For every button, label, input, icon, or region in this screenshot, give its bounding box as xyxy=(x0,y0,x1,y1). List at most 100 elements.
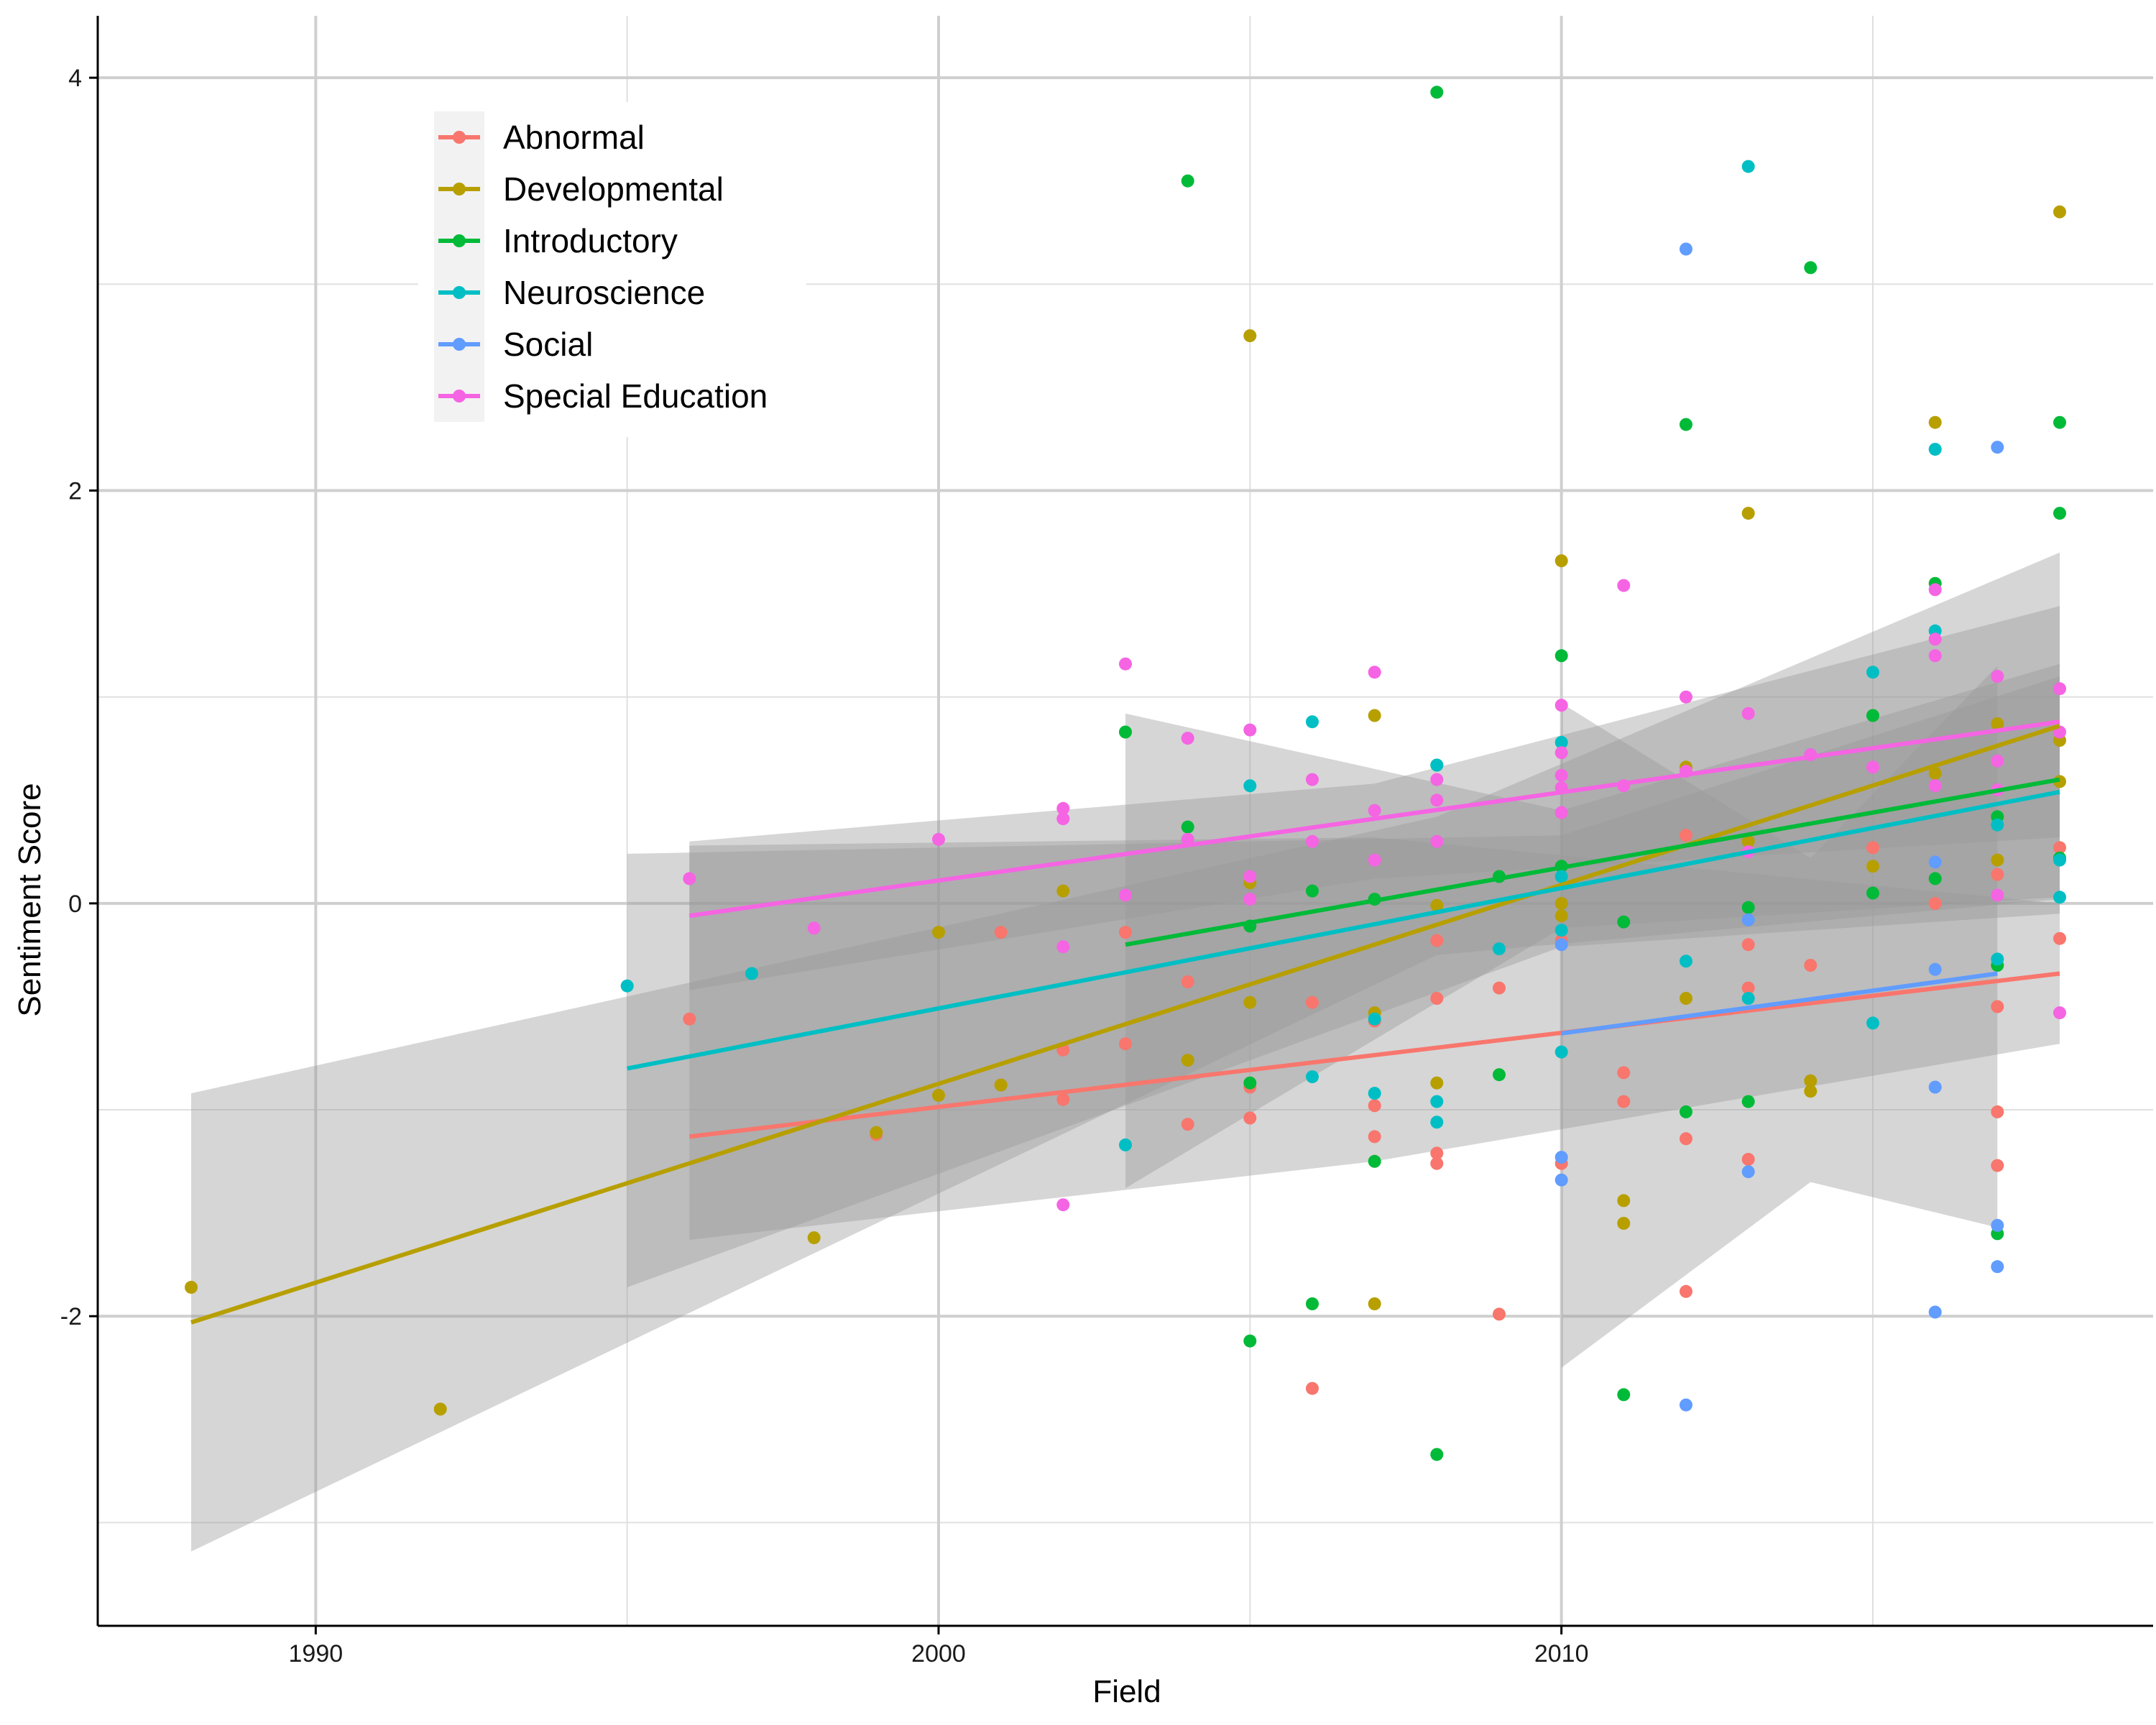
data-point xyxy=(1368,1012,1381,1026)
data-point xyxy=(1368,666,1381,679)
data-point xyxy=(1430,1116,1444,1129)
data-point xyxy=(1741,901,1755,914)
data-point xyxy=(994,926,1008,939)
data-point xyxy=(1306,995,1319,1009)
data-point xyxy=(1680,1132,1692,1146)
data-point xyxy=(2053,853,2066,867)
data-point xyxy=(1368,1154,1381,1168)
data-point xyxy=(1056,1092,1070,1106)
data-point xyxy=(1866,860,1879,873)
data-point xyxy=(807,1231,821,1245)
data-point xyxy=(1430,1076,1444,1090)
data-point xyxy=(2053,1006,2066,1020)
data-point xyxy=(1368,1099,1381,1113)
data-point xyxy=(1554,699,1568,712)
data-point xyxy=(1243,995,1257,1009)
axes xyxy=(96,16,2153,1627)
data-point xyxy=(1554,1045,1568,1059)
legend-key-point xyxy=(453,338,466,351)
legend-key-point xyxy=(453,183,466,196)
data-point xyxy=(1243,870,1257,883)
data-point xyxy=(2053,841,2066,855)
data-point xyxy=(1617,1194,1631,1208)
data-point xyxy=(1243,723,1257,737)
trend-line xyxy=(190,724,2060,1325)
data-point xyxy=(1991,754,2004,768)
data-point xyxy=(1991,1260,2004,1274)
data-point xyxy=(1554,896,1568,910)
legend: Abnormal Developmental Introductory Neurosc… xyxy=(418,102,806,437)
legend-label: Abnormal xyxy=(503,119,645,156)
data-point xyxy=(1554,909,1568,923)
data-point xyxy=(1368,853,1381,867)
data-point xyxy=(1554,938,1568,952)
y-tick-label: 0 xyxy=(68,891,82,918)
legend-key-point xyxy=(453,286,466,299)
data-point xyxy=(2053,891,2066,904)
data-point xyxy=(807,921,821,935)
confidence-bands xyxy=(191,552,2060,1552)
data-point xyxy=(2053,205,2066,218)
data-point xyxy=(932,926,945,939)
confidence-band xyxy=(689,837,2060,1240)
data-point xyxy=(1430,992,1444,1005)
data-point xyxy=(1181,1118,1194,1131)
trend-line xyxy=(688,719,2060,919)
data-point xyxy=(1493,981,1506,995)
legend-label: Developmental xyxy=(503,170,724,208)
data-point xyxy=(1866,666,1879,679)
data-point xyxy=(2053,507,2066,520)
data-point xyxy=(1928,855,1942,869)
data-point xyxy=(1928,443,1942,456)
data-point xyxy=(1680,242,1692,256)
data-point xyxy=(1991,888,2004,902)
confidence-band xyxy=(627,676,2060,1287)
y-axis-title: Sentiment Score xyxy=(12,783,47,1016)
data-point xyxy=(1680,690,1692,704)
data-point xyxy=(1368,709,1381,722)
data-point xyxy=(683,872,696,886)
data-point xyxy=(1554,746,1568,760)
data-point xyxy=(1554,735,1568,749)
data-point xyxy=(1991,853,2004,867)
data-point xyxy=(1928,649,1942,663)
data-point xyxy=(1617,579,1631,592)
y-tick-label: 2 xyxy=(68,478,82,505)
data-point xyxy=(1741,981,1755,995)
data-point xyxy=(1804,959,1818,972)
data-point xyxy=(1928,962,1942,976)
trend-line xyxy=(1125,777,2060,947)
x-tick-label: 2010 xyxy=(1534,1640,1589,1668)
data-point xyxy=(1430,1448,1444,1461)
data-point xyxy=(1866,841,1879,855)
data-point xyxy=(1119,926,1132,939)
legend-label: Social xyxy=(503,326,593,363)
data-point xyxy=(1804,1074,1818,1087)
data-point xyxy=(1991,868,2004,881)
data-point xyxy=(1119,1037,1132,1051)
data-point xyxy=(1430,758,1444,772)
data-point xyxy=(1181,820,1194,834)
data-point xyxy=(1368,1087,1381,1100)
x-ticks: 1990 2000 2010 xyxy=(289,1626,1589,1668)
data-point xyxy=(1430,834,1444,848)
data-point xyxy=(1430,1095,1444,1108)
data-point xyxy=(1554,924,1568,937)
data-point xyxy=(1119,888,1132,902)
data-point xyxy=(1181,1054,1194,1067)
data-point xyxy=(1928,632,1942,646)
data-point xyxy=(1554,1173,1568,1187)
data-point xyxy=(1306,1297,1319,1310)
y-tick-label: 4 xyxy=(68,65,82,92)
x-tick-label: 2000 xyxy=(911,1640,966,1668)
data-point xyxy=(1056,801,1070,815)
data-point xyxy=(1991,441,2004,454)
data-point xyxy=(1680,829,1692,842)
data-point xyxy=(1430,794,1444,807)
data-point xyxy=(1493,942,1506,956)
confidence-band xyxy=(689,606,2060,990)
data-point xyxy=(2053,682,2066,696)
x-axis-title: Field xyxy=(1092,1674,1161,1709)
data-point xyxy=(185,1281,198,1294)
data-point xyxy=(1430,86,1444,99)
